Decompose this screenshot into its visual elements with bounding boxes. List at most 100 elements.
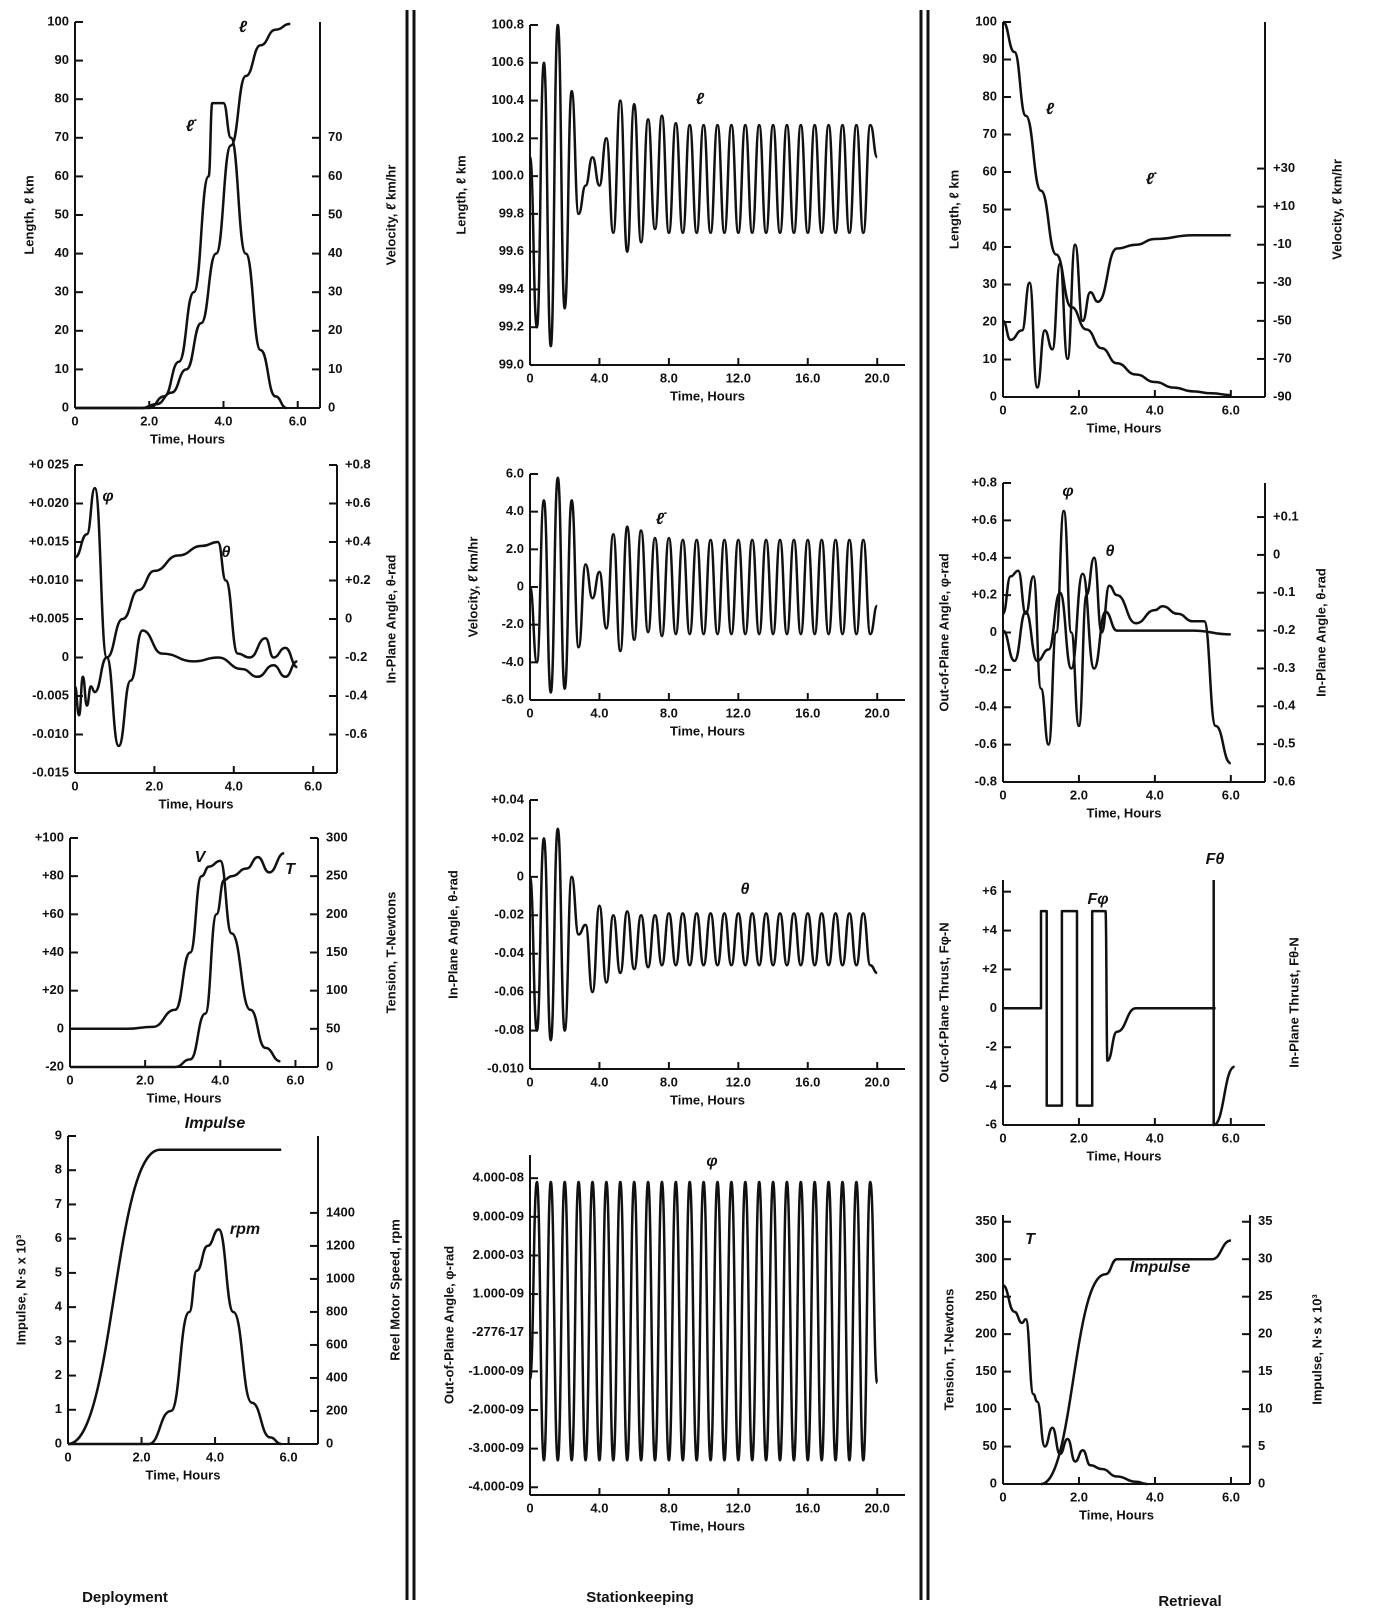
y-tick-label: 20 <box>55 322 69 337</box>
y-tick-label: 40 <box>983 238 997 253</box>
y2-tick-label: 0 <box>326 1058 333 1073</box>
y2-tick-label: 60 <box>328 168 342 183</box>
data-line <box>69 852 285 1069</box>
y-tick-label: -4 <box>985 1078 997 1093</box>
y2-tick-label: 400 <box>326 1369 348 1384</box>
x-tick-label: 0 <box>71 778 78 793</box>
y-tick-label: 30 <box>55 284 69 299</box>
y-axis-label: Length, ℓ km <box>453 155 468 234</box>
x-tick-label: 20.0 <box>865 370 890 385</box>
y-tick-label: 30 <box>983 276 997 291</box>
y-tick-label: 2 <box>55 1367 62 1382</box>
y-tick-label: 100.8 <box>491 16 524 31</box>
x-tick-label: 4.0 <box>590 705 608 720</box>
y2-axis-label: Velocity, ℓ̇ km/hr <box>383 165 398 266</box>
y-axis-label: Velocity, ℓ̇ km/hr <box>465 537 480 638</box>
x-tick-label: 2.0 <box>1070 1130 1088 1145</box>
y-tick-label: 100 <box>975 13 997 28</box>
y-tick-label: 99.0 <box>499 356 524 371</box>
column-caption: Stationkeeping <box>586 1589 694 1606</box>
data-line <box>1002 1284 1148 1486</box>
x-tick-label: 8.0 <box>660 1500 678 1515</box>
series-label: θ <box>1106 543 1115 560</box>
y-axis-label: Impulse, N·s x 10³ <box>13 1234 28 1345</box>
y-tick-label: 9.000-09 <box>473 1208 524 1223</box>
series-label: φ <box>102 488 113 505</box>
y-tick-label: 100 <box>47 13 69 28</box>
column-caption: Retrieval <box>1158 1593 1221 1610</box>
y2-tick-label: 50 <box>328 206 342 221</box>
y-tick-label: +0.010 <box>29 572 69 587</box>
series-label: ℓ̇ <box>1146 171 1157 188</box>
data-line <box>1002 233 1231 389</box>
y2-tick-label: -0.4 <box>345 687 368 702</box>
y-tick-label: +0.4 <box>971 549 997 564</box>
column-caption: Deployment <box>82 1589 168 1606</box>
y-tick-label: 0 <box>990 1475 997 1490</box>
y-tick-label: 10 <box>55 361 69 376</box>
y2-tick-label: 600 <box>326 1336 348 1351</box>
data-line <box>1002 20 1231 397</box>
y-tick-label: +4 <box>982 922 998 937</box>
y-tick-label: 100.0 <box>491 168 524 183</box>
y-tick-label: 50 <box>55 206 69 221</box>
y-tick-label: +0.015 <box>29 533 69 548</box>
y-tick-label: -0.4 <box>975 699 998 714</box>
y-tick-label: 300 <box>975 1251 997 1266</box>
y2-axis-label: Reel Motor Speed, rpm <box>387 1219 402 1361</box>
x-axis-label: Time, Hours <box>147 1090 222 1105</box>
y2-tick-label: 25 <box>1258 1288 1272 1303</box>
data-line <box>1040 1239 1232 1486</box>
y-tick-label: 7 <box>55 1196 62 1211</box>
x-tick-label: 16.0 <box>795 705 820 720</box>
x-tick-label: 8.0 <box>660 1074 678 1089</box>
data-line <box>528 476 879 694</box>
y-tick-label: 70 <box>55 129 69 144</box>
y2-tick-label: +0.1 <box>1273 509 1299 524</box>
y-tick-label: -2776-17 <box>472 1324 524 1339</box>
x-tick-label: 0 <box>526 1074 533 1089</box>
y2-tick-label: 30 <box>1258 1251 1272 1266</box>
y2-axis-label: In-Plane Angle, θ-rad <box>383 555 398 684</box>
y2-tick-label: 1400 <box>326 1204 355 1219</box>
y-tick-label: 99.2 <box>499 319 524 334</box>
x-tick-label: 0 <box>66 1072 73 1087</box>
y2-tick-label: 200 <box>326 1402 348 1417</box>
y-tick-label: 60 <box>55 168 69 183</box>
y2-tick-label: -0.4 <box>1273 698 1296 713</box>
y-tick-label: 100.4 <box>491 92 524 107</box>
y2-tick-label: -30 <box>1273 274 1292 289</box>
y2-tick-label: -10 <box>1273 236 1292 251</box>
y-tick-label: +0.8 <box>971 474 997 489</box>
data-line <box>74 486 298 748</box>
y-tick-label: -3.000-09 <box>468 1440 524 1455</box>
y-tick-label: 250 <box>975 1288 997 1303</box>
y2-tick-label: 10 <box>328 361 342 376</box>
x-tick-label: 4.0 <box>590 1500 608 1515</box>
y-tick-label: 6 <box>55 1230 62 1245</box>
y-tick-label: +0 025 <box>29 456 69 471</box>
y-tick-label: +0.6 <box>971 512 997 527</box>
y2-tick-label: -0.1 <box>1273 584 1295 599</box>
y-tick-label: -1.000-09 <box>468 1363 524 1378</box>
x-tick-label: 12.0 <box>726 1074 751 1089</box>
y-tick-label: -0.005 <box>32 687 69 702</box>
y-tick-label: 5 <box>55 1264 62 1279</box>
x-tick-label: 0 <box>999 402 1006 417</box>
x-tick-label: 0 <box>526 370 533 385</box>
series-label: ℓ <box>1046 101 1055 118</box>
y2-tick-label: 100 <box>326 982 348 997</box>
series-label: θ <box>222 544 231 561</box>
y2-tick-label: +0.2 <box>345 572 371 587</box>
y-axis-label: Out-of-Plane Angle, φ-rad <box>441 1246 456 1404</box>
series-label: ℓ <box>239 19 248 36</box>
y-tick-label: -0.8 <box>975 773 997 788</box>
y-tick-label: 60 <box>983 163 997 178</box>
y-tick-label: -0.010 <box>32 726 69 741</box>
y2-axis-label: In-Plane Angle, θ-rad <box>1313 568 1328 697</box>
y-tick-label: 0 <box>55 1435 62 1450</box>
y-tick-label: 4.0 <box>506 503 524 518</box>
x-axis-label: Time, Hours <box>1087 805 1162 820</box>
y-tick-label: 4 <box>55 1299 63 1314</box>
